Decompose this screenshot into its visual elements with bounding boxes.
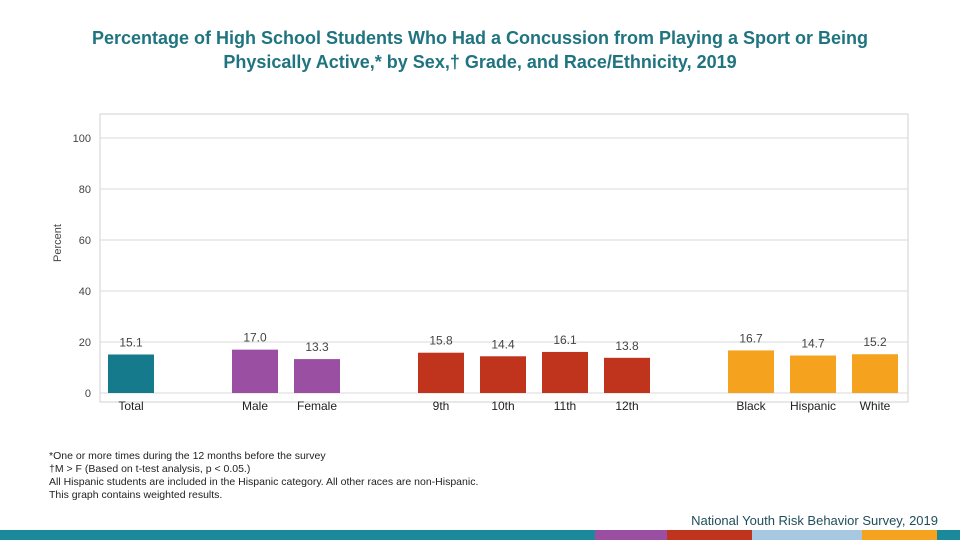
y-tick-label: 20 <box>79 337 91 349</box>
gridlines <box>100 137 908 394</box>
bar-11th <box>542 351 588 393</box>
band-segment <box>0 530 300 540</box>
y-tick-label: 80 <box>79 184 91 196</box>
category-label: Hispanic <box>790 399 836 413</box>
bar-female <box>294 359 340 393</box>
bar-white <box>852 354 898 393</box>
chart-title: Percentage of High School Students Who H… <box>30 26 930 74</box>
category-labels: Total Male Female 9th 10th 11th 12th Black Hispa… <box>118 399 890 413</box>
category-label: 10th <box>491 399 514 413</box>
footnote-4: This graph contains weighted results. <box>49 489 223 501</box>
chart-title-line-2: Physically Active,* by Sex,† Grade, and … <box>223 52 737 72</box>
band-segment <box>937 530 960 540</box>
bar-value-label: 14.4 <box>491 337 515 351</box>
footnote-2: †M > F (Based on t-test analysis, p < 0.… <box>49 463 251 475</box>
bar-value-label: 15.2 <box>863 335 887 349</box>
y-tick-label: 40 <box>79 286 91 298</box>
category-label: 11th <box>554 399 576 413</box>
bar-9th <box>418 352 464 393</box>
y-tick-label: 0 <box>85 388 91 400</box>
footnote-1: *One or more times during the 12 months … <box>49 450 326 462</box>
bar-value-label: 13.3 <box>305 340 329 354</box>
bar-male <box>232 349 278 393</box>
bars <box>108 349 898 393</box>
bar-hispanic <box>790 355 836 393</box>
bar-value-label: 14.7 <box>801 337 825 351</box>
band-segment <box>862 530 937 540</box>
footnote-3: All Hispanic students are included in th… <box>49 476 479 488</box>
bar-10th <box>480 356 526 393</box>
category-label: Male <box>242 399 268 413</box>
bar-value-label: 15.8 <box>429 334 453 348</box>
bar-value-label: 16.1 <box>553 333 577 347</box>
plot-area-frame <box>99 113 909 403</box>
bar-value-label: 17.0 <box>243 331 267 345</box>
category-label: 12th <box>615 399 638 413</box>
band-segment <box>300 530 595 540</box>
y-tick-label: 60 <box>79 235 91 247</box>
band-segment <box>752 530 862 540</box>
bar-value-label: 15.1 <box>119 335 143 349</box>
source-caption: National Youth Risk Behavior Survey, 201… <box>691 513 938 528</box>
band-segment <box>667 530 752 540</box>
bar-black <box>728 350 774 393</box>
band-segment <box>595 530 667 540</box>
category-label: 9th <box>433 399 450 413</box>
y-axis-tick-labels: 0 20 40 60 80 100 <box>73 133 91 400</box>
category-label: Total <box>118 399 143 413</box>
chart-title-line-1: Percentage of High School Students Who H… <box>91 28 869 48</box>
bar-value-labels: 15.1 17.0 13.3 15.8 14.4 16.1 13.8 16.7 14.7 15.2 <box>119 331 887 354</box>
y-axis-label: Percent <box>52 224 64 262</box>
footnotes: *One or more times during the 12 months … <box>49 450 478 502</box>
bar-total <box>108 354 154 393</box>
y-tick-label: 100 <box>73 133 91 145</box>
bottom-color-band <box>0 530 960 540</box>
bar-value-label: 13.8 <box>615 339 639 353</box>
category-label: Black <box>736 399 766 413</box>
bar-value-label: 16.7 <box>739 331 763 345</box>
category-label: Female <box>297 399 337 413</box>
bar-12th <box>604 357 650 393</box>
category-label: White <box>860 399 891 413</box>
